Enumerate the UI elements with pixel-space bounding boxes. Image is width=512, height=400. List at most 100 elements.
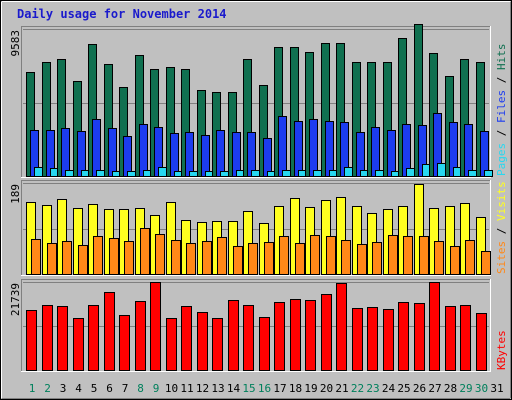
day-label-11: 11 (180, 382, 193, 395)
day-label-12: 12 (196, 382, 209, 395)
hits-files-pages-bar-pages-day-7 (127, 171, 136, 177)
day-label-13: 13 (211, 382, 224, 395)
visits-sites-bar-sites-day-21 (341, 240, 351, 275)
kbytes-legend-kbytes: KBytes (495, 330, 508, 370)
day-label-7: 7 (122, 382, 129, 395)
kbytes-bar-kbytes-day-15 (243, 305, 254, 371)
hits-files-pages-bar-files-day-22 (356, 132, 365, 177)
visits-sites-bar-sites-day-3 (62, 241, 72, 275)
hits-files-pages-bar-pages-day-27 (437, 163, 446, 177)
visits-sites-bar-sites-day-5 (93, 236, 103, 275)
visits-sites-bar-sites-day-2 (47, 243, 57, 275)
day-label-3: 3 (60, 382, 67, 395)
visits-sites-bar-sites-day-14 (233, 246, 243, 275)
hits-files-pages-bar-pages-day-17 (282, 170, 291, 177)
day-label-26: 26 (413, 382, 426, 395)
hits-files-pages-bar-pages-day-5 (96, 170, 105, 177)
kbytes-bar-kbytes-day-1 (26, 310, 37, 371)
visits-sites-bar-sites-day-12 (202, 241, 212, 275)
kbytes-bar-kbytes-day-2 (42, 305, 53, 371)
hits-files-pages-bar-files-day-15 (247, 132, 256, 177)
hits-files-pages-bar-files-day-16 (263, 138, 272, 177)
day-label-1: 1 (29, 382, 36, 395)
day-label-30: 30 (475, 382, 488, 395)
day-label-9: 9 (153, 382, 160, 395)
hits-files-pages-bar-files-day-8 (139, 124, 148, 177)
hits-files-pages-bar-pages-day-11 (189, 171, 198, 177)
day-label-27: 27 (428, 382, 441, 395)
hits-files-pages-bar-pages-day-1 (34, 167, 43, 177)
hits-files-pages-bar-pages-day-15 (251, 170, 260, 177)
kbytes-bar-kbytes-day-5 (88, 305, 99, 371)
kbytes-bar-kbytes-day-28 (445, 306, 456, 371)
day-label-8: 8 (137, 382, 144, 395)
visits-sites-bar-sites-day-29 (465, 240, 475, 275)
visits-sites-ymax-label: 189 (9, 184, 22, 204)
hits-files-pages-bar-files-day-14 (232, 132, 241, 177)
hits-files-pages-bar-files-day-17 (278, 116, 287, 177)
kbytes-bar-kbytes-day-29 (460, 305, 471, 371)
kbytes-bar-kbytes-day-27 (429, 282, 440, 371)
hits-files-pages-bar-files-day-3 (61, 128, 70, 177)
day-label-17: 17 (273, 382, 286, 395)
hits-files-pages-bar-files-day-20 (325, 121, 334, 177)
hits-files-pages-bar-files-day-5 (92, 119, 101, 177)
day-label-14: 14 (227, 382, 241, 395)
visits-sites-bar-sites-day-17 (279, 236, 289, 275)
visits-sites-bar-sites-day-19 (310, 235, 320, 275)
hits-files-pages-bar-pages-day-19 (313, 170, 322, 177)
kbytes-bar-kbytes-day-23 (367, 307, 378, 371)
hits-files-pages-bar-files-day-6 (108, 128, 117, 177)
visits-sites-bar-sites-day-22 (357, 244, 367, 275)
day-label-31: 31 (490, 382, 503, 395)
hits-files-pages-bar-files-day-29 (464, 124, 473, 177)
visits-sites-bar-sites-day-13 (217, 237, 227, 275)
hits-files-pages-ymax-label: 9583 (9, 30, 22, 57)
visits-sites-legend-sites: Sites (495, 241, 508, 274)
day-label-28: 28 (444, 382, 457, 395)
hits-files-pages-bar-pages-day-3 (65, 170, 74, 177)
hits-files-pages-bar-pages-day-13 (220, 171, 229, 177)
hits-files-pages-bar-files-day-7 (123, 136, 132, 177)
kbytes-bar-kbytes-day-14 (228, 300, 239, 371)
hits-files-pages-legend-separator: / (495, 123, 508, 143)
hits-files-pages-legend-files: Files (495, 90, 508, 123)
chart-title: Daily usage for November 2014 (17, 7, 227, 21)
kbytes-bar-kbytes-day-16 (259, 317, 270, 371)
visits-sites-bar-sites-day-1 (31, 239, 41, 275)
hits-files-pages-bar-pages-day-25 (406, 168, 415, 177)
visits-sites-bar-sites-day-26 (419, 236, 429, 275)
kbytes-bar-kbytes-day-21 (336, 283, 347, 371)
visits-sites-bar-sites-day-23 (372, 242, 382, 275)
kbytes-bar-kbytes-day-24 (383, 309, 394, 371)
visits-sites-bar-sites-day-20 (326, 236, 336, 275)
hits-files-pages-bar-files-day-19 (309, 119, 318, 177)
kbytes-bar-kbytes-day-17 (274, 302, 285, 371)
hits-files-pages-bar-pages-day-23 (375, 170, 384, 177)
hits-files-pages-bar-files-day-24 (387, 130, 396, 177)
day-label-20: 20 (320, 382, 333, 395)
kbytes-bar-kbytes-day-25 (398, 302, 409, 371)
kbytes-bar-kbytes-day-8 (135, 301, 146, 371)
day-label-29: 29 (459, 382, 472, 395)
hits-files-pages-legend: Pages / Files / Hits (495, 44, 508, 177)
visits-sites-bar-sites-day-18 (295, 243, 305, 275)
kbytes-bar-kbytes-day-6 (104, 292, 115, 371)
visits-sites-legend-separator: / (495, 221, 508, 241)
day-label-21: 21 (335, 382, 348, 395)
kbytes-ymax-label: 21739 (9, 283, 22, 316)
hits-files-pages-bar-files-day-23 (371, 127, 380, 177)
day-label-25: 25 (397, 382, 410, 395)
kbytes-legend: KBytes (495, 330, 508, 370)
visits-sites-bar-sites-day-10 (171, 240, 181, 275)
visits-sites-bar-sites-day-4 (78, 245, 88, 275)
kbytes-bar-kbytes-day-19 (305, 300, 316, 371)
kbytes-bar-kbytes-day-30 (476, 313, 487, 371)
hits-files-pages-bar-pages-day-9 (158, 167, 167, 177)
kbytes-bar-kbytes-day-3 (57, 306, 68, 371)
visits-sites-bar-sites-day-25 (403, 236, 413, 275)
visits-sites-bar-sites-day-16 (264, 242, 274, 275)
kbytes-bar-kbytes-day-4 (73, 318, 84, 371)
